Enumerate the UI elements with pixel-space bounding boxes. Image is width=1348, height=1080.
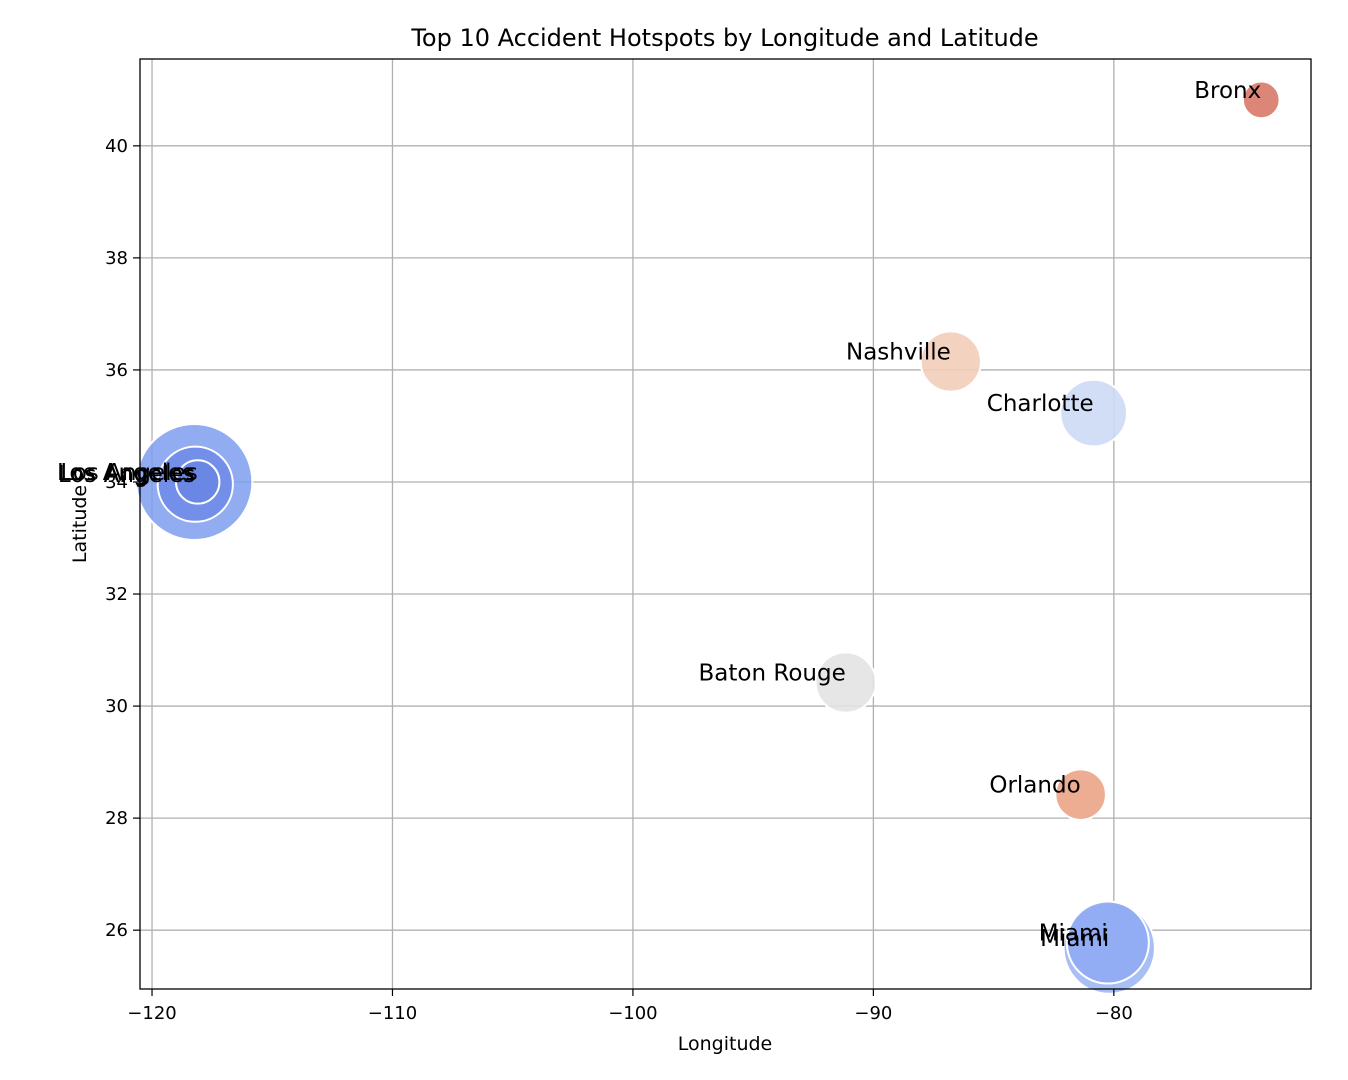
point-label: Miami bbox=[1039, 921, 1108, 947]
chart-title: Top 10 Accident Hotspots by Longitude an… bbox=[410, 24, 1038, 52]
bubble-point bbox=[1059, 378, 1128, 448]
x-tick-label: −120 bbox=[127, 1003, 176, 1024]
bubble-point bbox=[1065, 900, 1150, 985]
y-tick-label: 28 bbox=[105, 808, 128, 829]
point-label: Los Angeles bbox=[60, 460, 197, 486]
bubble-point bbox=[919, 330, 982, 393]
x-axis-ticks: −120 −110 −100 −90 −80 bbox=[127, 989, 1133, 1024]
bubble-point bbox=[814, 651, 877, 714]
y-tick-label: 34 bbox=[105, 472, 128, 493]
point-label: Bronx bbox=[1194, 78, 1261, 104]
point-label: Orlando bbox=[989, 773, 1080, 799]
y-tick-label: 36 bbox=[105, 360, 128, 381]
point-label: Nashville bbox=[846, 340, 951, 366]
bubble-point bbox=[1241, 80, 1281, 120]
bubbles bbox=[135, 80, 1281, 995]
x-axis-label: Longitude bbox=[678, 1033, 773, 1055]
bubble-point bbox=[1054, 768, 1107, 821]
y-tick-label: 38 bbox=[105, 248, 128, 269]
y-axis-ticks: 26 28 30 32 34 36 38 40 bbox=[105, 136, 140, 941]
point-label: Los Angeles bbox=[57, 460, 194, 486]
y-tick-label: 26 bbox=[105, 920, 128, 941]
y-tick-label: 30 bbox=[105, 696, 128, 717]
y-tick-label: 40 bbox=[105, 136, 128, 157]
point-label: Baton Rouge bbox=[699, 661, 846, 687]
y-tick-label: 32 bbox=[105, 584, 128, 605]
point-label: Miami bbox=[1040, 926, 1109, 952]
bubble-point bbox=[175, 459, 221, 505]
x-tick-label: −100 bbox=[608, 1003, 657, 1024]
y-axis-label: Latitude bbox=[69, 485, 91, 563]
x-tick-label: −90 bbox=[854, 1003, 892, 1024]
x-tick-label: −80 bbox=[1095, 1003, 1133, 1024]
plot-frame bbox=[139, 58, 1312, 990]
point-label: Los Angeles bbox=[58, 462, 195, 488]
x-tick-label: −110 bbox=[368, 1003, 417, 1024]
point-label: Charlotte bbox=[987, 391, 1094, 417]
grid bbox=[140, 59, 1311, 989]
